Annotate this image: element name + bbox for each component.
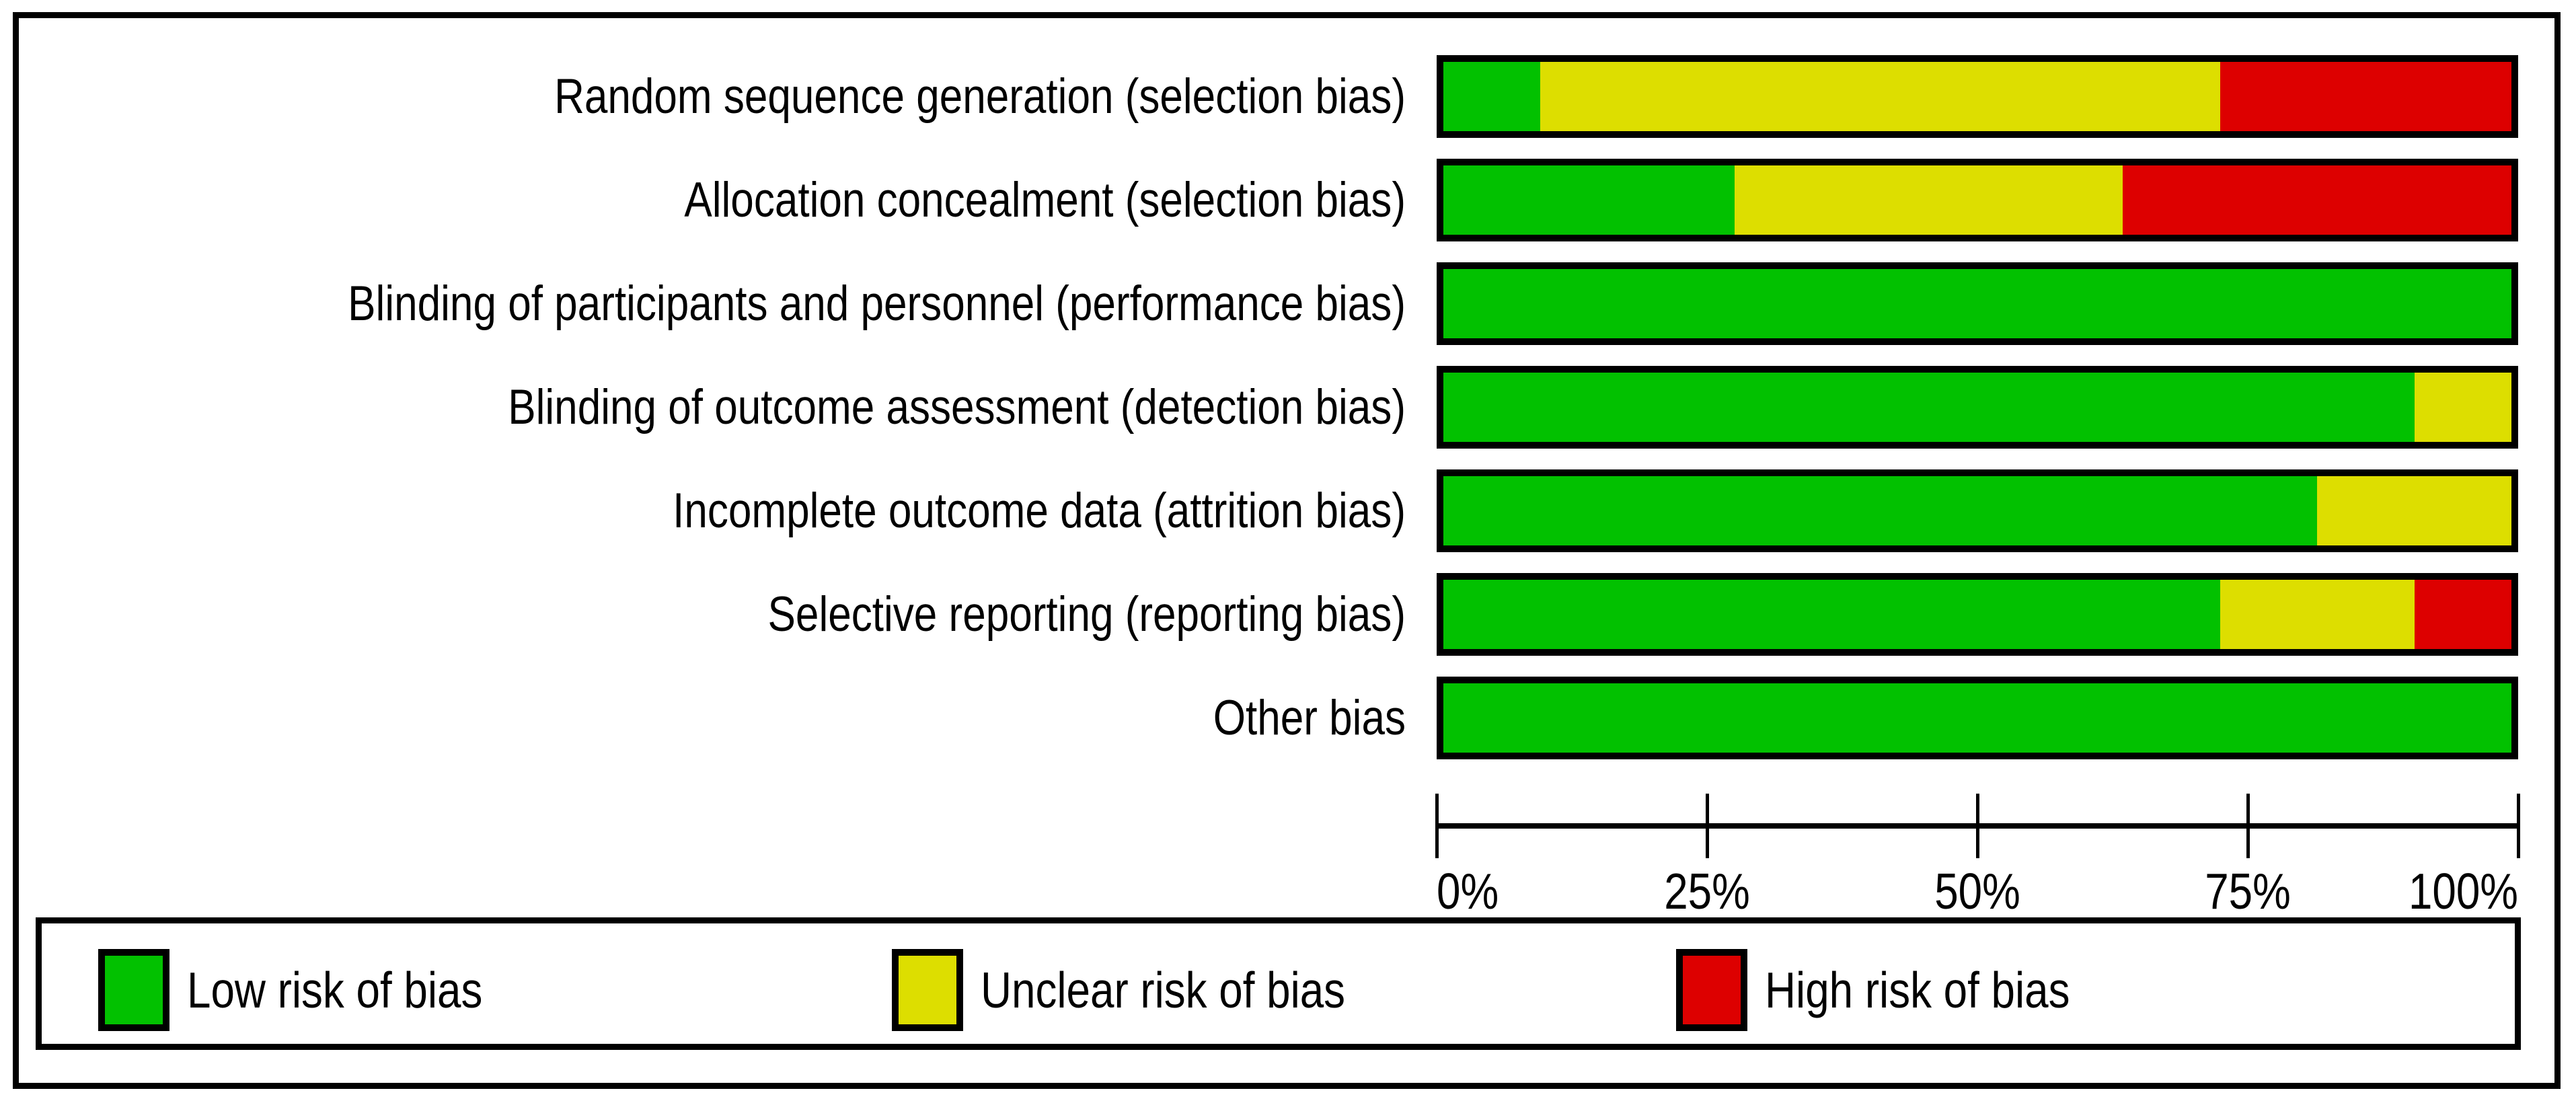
legend-label-low: Low risk of bias	[187, 961, 483, 1018]
category-label: Allocation concealment (selection bias)	[684, 173, 1406, 227]
risk-bar	[1437, 366, 2518, 449]
legend-label-unclear: Unclear risk of bias	[981, 961, 1346, 1018]
axis-tick	[1435, 794, 1439, 858]
category-label: Other bias	[1213, 691, 1406, 745]
risk-bar	[1437, 55, 2518, 138]
legend-item-high: High risk of bias	[1676, 949, 2124, 1031]
legend-item-low: Low risk of bias	[98, 949, 535, 1031]
legend-swatch-unclear	[892, 949, 963, 1031]
bar-segment-low	[1443, 165, 1735, 235]
legend-swatch-low	[98, 949, 169, 1031]
bar-segment-unclear	[2414, 373, 2511, 442]
category-label: Selective reporting (reporting bias)	[767, 587, 1406, 642]
bar-segment-low	[1443, 683, 2511, 753]
axis-tick-label: 100%	[2408, 863, 2518, 919]
legend-item-unclear: Unclear risk of bias	[892, 949, 1410, 1031]
axis-tick-label: 25%	[1664, 863, 1750, 919]
risk-bar	[1437, 677, 2518, 759]
axis-tick	[2516, 794, 2520, 858]
axis-tick	[1975, 794, 1979, 858]
risk-bar	[1437, 573, 2518, 656]
category-label: Random sequence generation (selection bi…	[554, 69, 1406, 124]
bar-segment-high	[2414, 580, 2511, 649]
bar-segment-high	[2123, 165, 2511, 235]
bar-segment-unclear	[1735, 165, 2123, 235]
percent-axis: 0% 25% 50% 75% 100%	[1435, 794, 2520, 962]
bar-segment-unclear	[2220, 580, 2415, 649]
legend-box: Low risk of bias Unclear risk of bias High…	[36, 917, 2521, 1050]
axis-tick-label: 0%	[1437, 863, 1499, 919]
category-label: Blinding of outcome assessment (detectio…	[508, 380, 1406, 434]
risk-bar	[1437, 262, 2518, 345]
bar-segment-low	[1443, 269, 2511, 338]
axis-tick	[2246, 794, 2250, 858]
bar-segment-high	[2220, 62, 2511, 131]
bar-segment-low	[1443, 373, 2415, 442]
bar-segment-low	[1443, 580, 2220, 649]
legend-label-high: High risk of bias	[1765, 961, 2070, 1018]
risk-bar	[1437, 469, 2518, 552]
bar-segment-low	[1443, 62, 1541, 131]
bar-segment-low	[1443, 476, 2318, 545]
bar-segment-unclear	[1540, 62, 2220, 131]
legend-swatch-high	[1676, 949, 1747, 1031]
risk-bar	[1437, 159, 2518, 241]
axis-tick	[1705, 794, 1709, 858]
category-label: Incomplete outcome data (attrition bias)	[673, 484, 1406, 538]
axis-tick-label: 75%	[2205, 863, 2291, 919]
bar-segment-unclear	[2317, 476, 2511, 545]
axis-tick-label: 50%	[1934, 863, 2020, 919]
category-label: Blinding of participants and personnel (…	[348, 276, 1406, 331]
